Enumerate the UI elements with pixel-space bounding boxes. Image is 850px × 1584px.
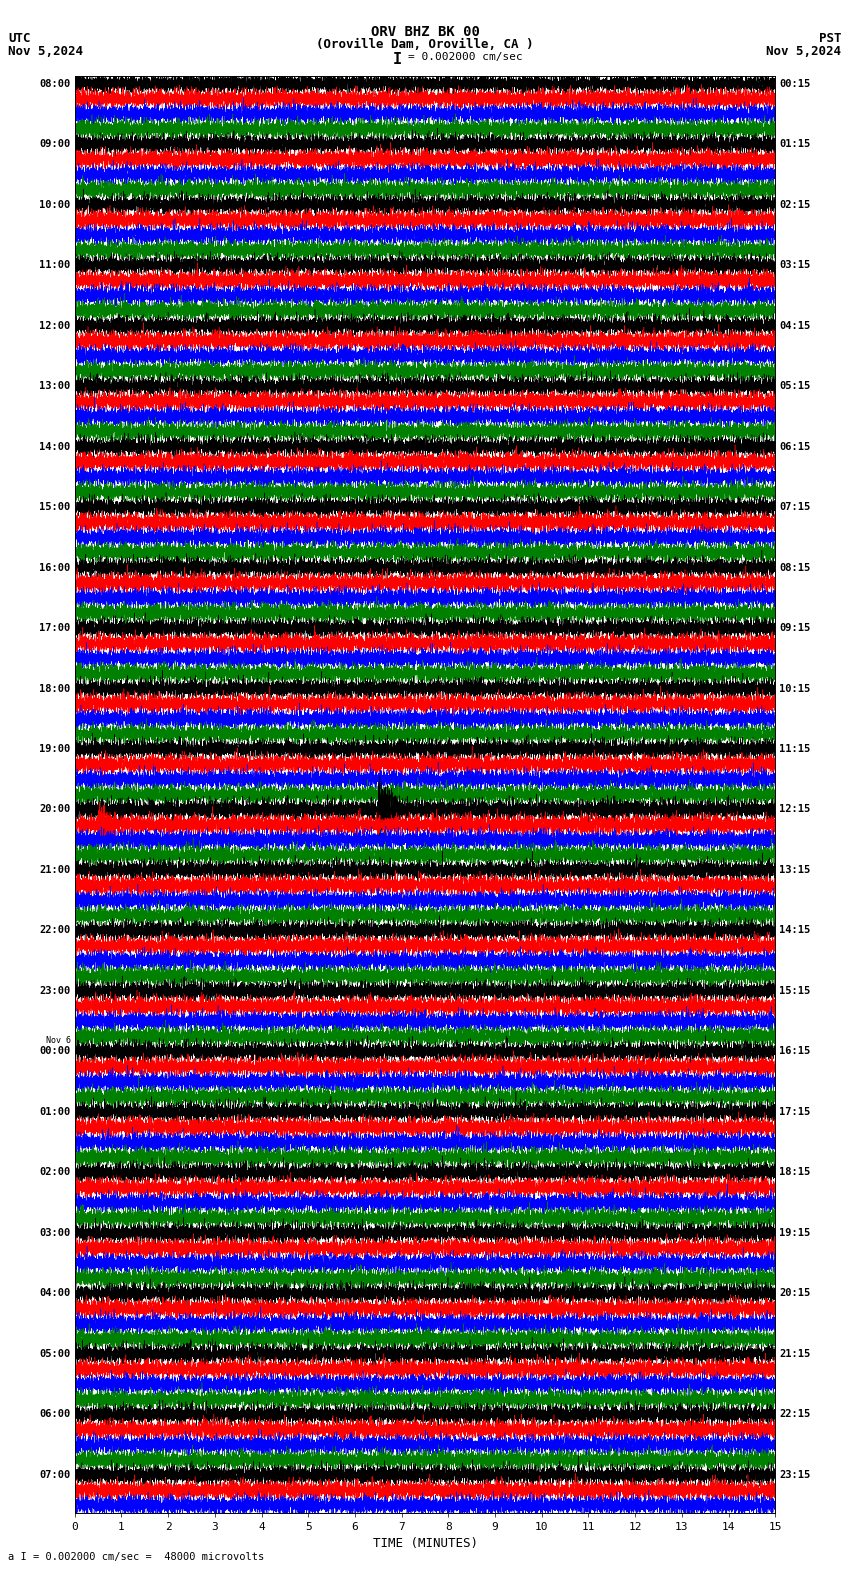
Text: 23:15: 23:15 xyxy=(779,1470,811,1479)
Text: 22:00: 22:00 xyxy=(39,925,71,936)
Text: Nov 5,2024: Nov 5,2024 xyxy=(767,44,842,59)
Text: 17:15: 17:15 xyxy=(779,1107,811,1117)
Text: 14:15: 14:15 xyxy=(779,925,811,936)
Text: 02:00: 02:00 xyxy=(39,1167,71,1177)
Text: 12:15: 12:15 xyxy=(779,805,811,814)
Text: 05:15: 05:15 xyxy=(779,382,811,391)
Text: 16:00: 16:00 xyxy=(39,562,71,572)
Text: 06:15: 06:15 xyxy=(779,442,811,451)
Text: 21:15: 21:15 xyxy=(779,1350,811,1359)
Text: 04:15: 04:15 xyxy=(779,320,811,331)
Text: 19:00: 19:00 xyxy=(39,744,71,754)
Text: = 0.002000 cm/sec: = 0.002000 cm/sec xyxy=(408,52,523,62)
Text: I: I xyxy=(394,52,402,67)
Text: 15:15: 15:15 xyxy=(779,985,811,996)
Text: 13:00: 13:00 xyxy=(39,382,71,391)
Text: 07:00: 07:00 xyxy=(39,1470,71,1479)
Text: UTC: UTC xyxy=(8,32,31,46)
Text: 07:15: 07:15 xyxy=(779,502,811,512)
Text: 10:00: 10:00 xyxy=(39,200,71,209)
Text: 18:15: 18:15 xyxy=(779,1167,811,1177)
Text: 18:00: 18:00 xyxy=(39,684,71,694)
Text: Nov 5,2024: Nov 5,2024 xyxy=(8,44,83,59)
Text: 05:00: 05:00 xyxy=(39,1350,71,1359)
Text: 09:00: 09:00 xyxy=(39,139,71,149)
Text: 22:15: 22:15 xyxy=(779,1410,811,1419)
Text: 09:15: 09:15 xyxy=(779,623,811,634)
Text: 01:15: 01:15 xyxy=(779,139,811,149)
Text: 17:00: 17:00 xyxy=(39,623,71,634)
X-axis label: TIME (MINUTES): TIME (MINUTES) xyxy=(372,1538,478,1551)
Text: 12:00: 12:00 xyxy=(39,320,71,331)
Text: PST: PST xyxy=(819,32,842,46)
Text: ORV BHZ BK 00: ORV BHZ BK 00 xyxy=(371,25,479,40)
Text: 00:15: 00:15 xyxy=(779,79,811,89)
Text: (Oroville Dam, Oroville, CA ): (Oroville Dam, Oroville, CA ) xyxy=(316,38,534,51)
Text: 04:00: 04:00 xyxy=(39,1288,71,1299)
Text: 08:15: 08:15 xyxy=(779,562,811,572)
Text: 03:15: 03:15 xyxy=(779,260,811,269)
Text: 11:15: 11:15 xyxy=(779,744,811,754)
Text: 02:15: 02:15 xyxy=(779,200,811,209)
Text: 10:15: 10:15 xyxy=(779,684,811,694)
Text: 20:15: 20:15 xyxy=(779,1288,811,1299)
Text: a I = 0.002000 cm/sec =  48000 microvolts: a I = 0.002000 cm/sec = 48000 microvolts xyxy=(8,1552,264,1562)
Text: 23:00: 23:00 xyxy=(39,985,71,996)
Text: 03:00: 03:00 xyxy=(39,1228,71,1239)
Text: 20:00: 20:00 xyxy=(39,805,71,814)
Text: 14:00: 14:00 xyxy=(39,442,71,451)
Text: Nov 6: Nov 6 xyxy=(46,1036,71,1045)
Text: 19:15: 19:15 xyxy=(779,1228,811,1239)
Text: 15:00: 15:00 xyxy=(39,502,71,512)
Text: 00:00: 00:00 xyxy=(39,1047,71,1057)
Text: 08:00: 08:00 xyxy=(39,79,71,89)
Text: 16:15: 16:15 xyxy=(779,1047,811,1057)
Text: 11:00: 11:00 xyxy=(39,260,71,269)
Text: 21:00: 21:00 xyxy=(39,865,71,874)
Text: 13:15: 13:15 xyxy=(779,865,811,874)
Text: 06:00: 06:00 xyxy=(39,1410,71,1419)
Text: 01:00: 01:00 xyxy=(39,1107,71,1117)
